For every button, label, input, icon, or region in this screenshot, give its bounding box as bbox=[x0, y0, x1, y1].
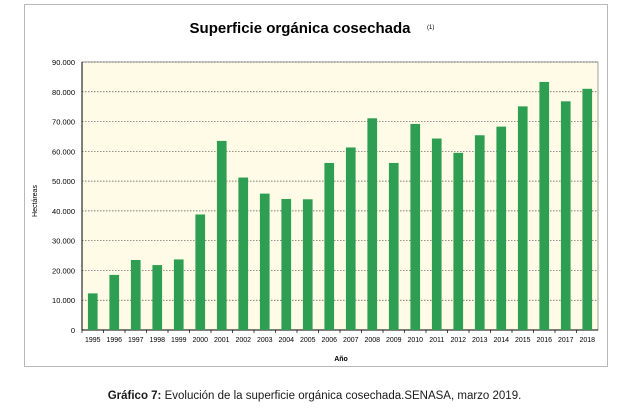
chart-frame: Superficie orgánica cosechada (1) 0 10.00… bbox=[24, 4, 608, 367]
y-tick-label: 50.000 bbox=[52, 177, 75, 186]
y-tick-label: 90.000 bbox=[52, 58, 75, 67]
y-tick-label: 60.000 bbox=[52, 147, 75, 156]
bar-1999 bbox=[173, 259, 184, 330]
x-tick-label: 2000 bbox=[192, 337, 208, 344]
bar-2002 bbox=[238, 177, 249, 330]
x-tick-label: 2006 bbox=[321, 337, 337, 344]
figure-caption: Gráfico 7: Evolución de la superficie or… bbox=[0, 390, 629, 402]
bar-2004 bbox=[281, 198, 292, 330]
x-tick-label: 2012 bbox=[450, 337, 466, 344]
bar-2007 bbox=[345, 147, 356, 330]
bar-2013 bbox=[474, 135, 485, 330]
plot-area: 0 10.000 20.000 30.000 40.000 50.000 60.000 70.… bbox=[52, 58, 599, 344]
x-tick-label: 2009 bbox=[386, 337, 402, 344]
caption-label: Gráfico 7: bbox=[107, 390, 162, 402]
x-tick-label: 2015 bbox=[515, 337, 531, 344]
y-tick-label: 30.000 bbox=[52, 237, 75, 246]
y-axis-label: Hectáreas bbox=[32, 185, 39, 217]
x-axis-label: Año bbox=[334, 356, 348, 363]
bar-2014 bbox=[496, 126, 507, 331]
x-tick-label: 1997 bbox=[128, 337, 144, 344]
bar-1997 bbox=[130, 260, 141, 330]
x-tick-label: 2001 bbox=[214, 337, 230, 344]
caption-text: Evolución de la superficie orgánica cose… bbox=[161, 390, 522, 402]
chart-title-note: (1) bbox=[427, 25, 434, 31]
bar-2003 bbox=[259, 193, 270, 330]
bar-2016 bbox=[539, 81, 550, 330]
x-tick-label: 2010 bbox=[407, 337, 423, 344]
y-tick-label: 70.000 bbox=[52, 118, 75, 127]
bar-1995 bbox=[87, 293, 98, 330]
bar-2010 bbox=[410, 123, 421, 330]
y-tick-label: 10.000 bbox=[52, 296, 75, 305]
y-tick-label: 0 bbox=[71, 326, 75, 335]
x-tick-label: 2003 bbox=[257, 337, 273, 344]
x-tick-label: 2004 bbox=[278, 337, 294, 344]
x-tick-label: 2016 bbox=[536, 337, 552, 344]
x-tick-label: 2008 bbox=[364, 337, 380, 344]
bar-1998 bbox=[152, 265, 163, 330]
bar-2018 bbox=[582, 88, 593, 330]
x-tick-label: 2002 bbox=[235, 337, 251, 344]
bar-2000 bbox=[195, 214, 206, 330]
bar-chart: Superficie orgánica cosechada (1) 0 10.00… bbox=[32, 20, 599, 363]
x-tick-label: 1998 bbox=[149, 337, 165, 344]
x-tick-label: 2018 bbox=[579, 337, 595, 344]
y-tick-label: 20.000 bbox=[52, 266, 75, 275]
x-tick-label: 2017 bbox=[558, 337, 574, 344]
x-tick-label: 2007 bbox=[343, 337, 359, 344]
x-tick-label: 1996 bbox=[106, 337, 122, 344]
bar-2015 bbox=[517, 106, 528, 330]
x-tick-label: 2013 bbox=[472, 337, 488, 344]
chart-title: Superficie orgánica cosechada bbox=[190, 20, 412, 37]
x-tick-label: 2005 bbox=[300, 337, 316, 344]
bar-2009 bbox=[388, 162, 399, 330]
bar-2012 bbox=[453, 152, 464, 330]
y-tick-label: 80.000 bbox=[52, 88, 75, 97]
bar-2005 bbox=[302, 199, 313, 330]
y-tick-label: 40.000 bbox=[52, 207, 75, 216]
plot-background bbox=[81, 61, 599, 331]
x-tick-label: 2011 bbox=[429, 337, 444, 344]
bar-2011 bbox=[431, 138, 442, 330]
x-tick-label: 1995 bbox=[85, 337, 101, 344]
bar-2001 bbox=[216, 140, 227, 330]
bar-1996 bbox=[109, 274, 120, 330]
x-tick-label: 1999 bbox=[171, 337, 187, 344]
bar-2008 bbox=[367, 118, 378, 330]
x-tick-label: 2014 bbox=[493, 337, 509, 344]
bar-2017 bbox=[560, 101, 571, 330]
bar-2006 bbox=[324, 162, 335, 330]
